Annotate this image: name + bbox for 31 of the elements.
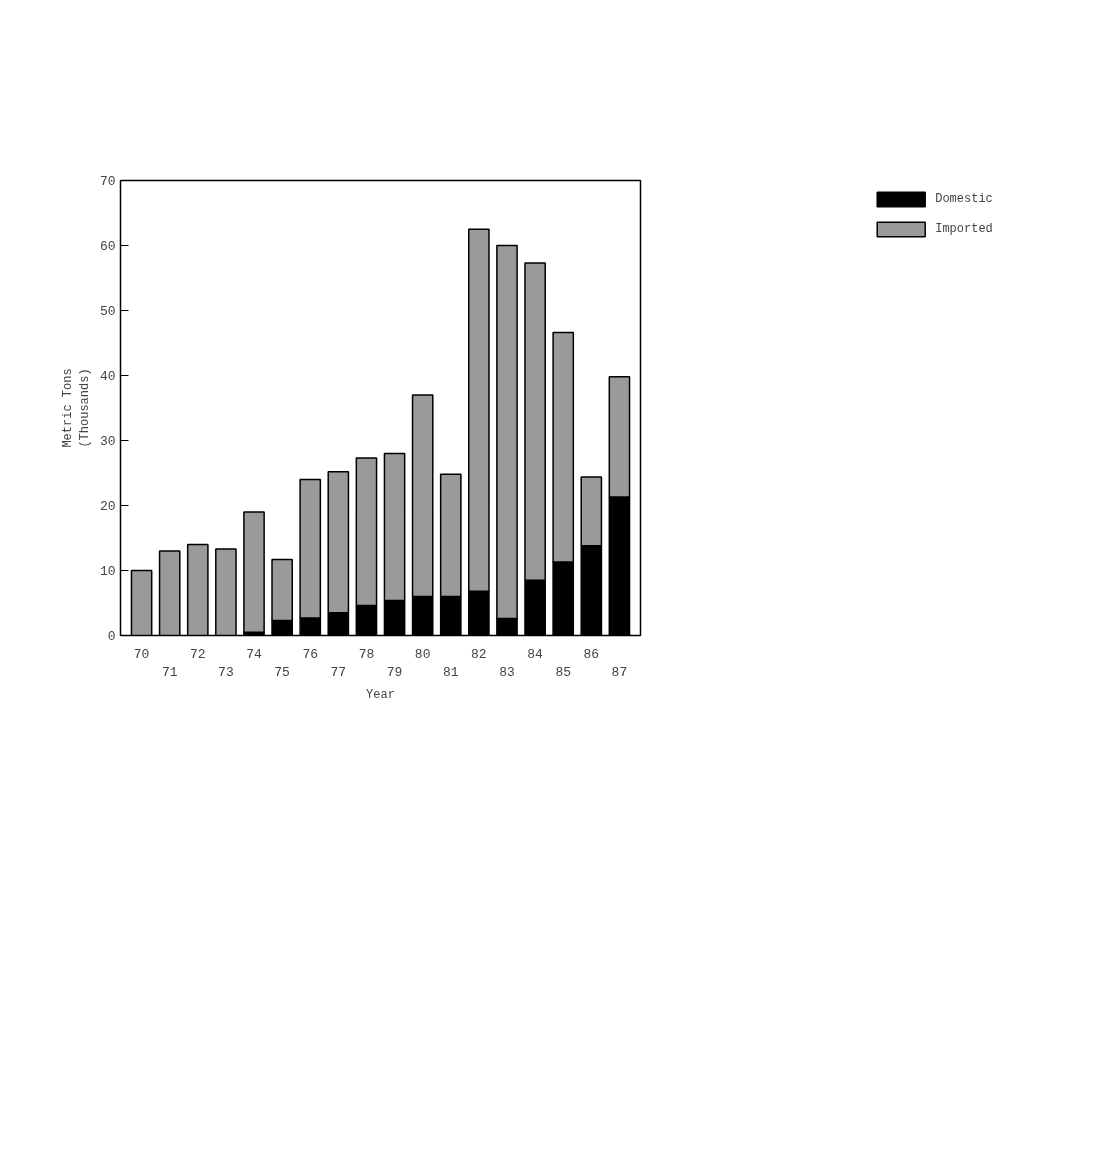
x-tick-label: 79 xyxy=(386,664,403,680)
x-tick-label: 87 xyxy=(611,664,628,680)
x-tick-label: 77 xyxy=(330,664,347,680)
y-tick-label: 50 xyxy=(99,304,116,319)
x-axis-title: Year xyxy=(366,687,395,702)
y-tick-label: 60 xyxy=(99,239,116,254)
x-tick-label: 75 xyxy=(274,664,290,680)
legend-label: Imported xyxy=(935,222,993,236)
y-tick-label: 70 xyxy=(99,174,116,189)
x-tick-label: 80 xyxy=(414,646,431,662)
x-tick-label: 84 xyxy=(527,646,544,662)
x-tick-label: 74 xyxy=(246,646,263,662)
x-tick-label: 83 xyxy=(499,664,515,680)
x-tick-label: 73 xyxy=(218,664,234,680)
x-tick-label: 81 xyxy=(442,664,459,680)
y-tick-label: 0 xyxy=(107,629,116,644)
legend-label: Domestic xyxy=(935,192,993,206)
x-tick-label: 86 xyxy=(583,646,600,662)
x-tick-label: 72 xyxy=(190,646,206,662)
bar xyxy=(243,511,265,633)
x-tick-label: 82 xyxy=(471,646,487,662)
x-tick-label: 70 xyxy=(133,646,150,662)
x-tick-label: 78 xyxy=(358,646,375,662)
y-tick-label: 40 xyxy=(99,369,116,384)
y-axis-title: Metric Tons (Thousands) xyxy=(61,368,92,448)
y-tick-label: 10 xyxy=(99,564,116,579)
y-tick-label: 30 xyxy=(99,434,116,449)
x-tick-label: 76 xyxy=(302,646,319,662)
x-tick-label: 71 xyxy=(161,664,178,680)
x-tick-label: 85 xyxy=(555,664,572,680)
y-tick-label: 20 xyxy=(99,499,116,514)
